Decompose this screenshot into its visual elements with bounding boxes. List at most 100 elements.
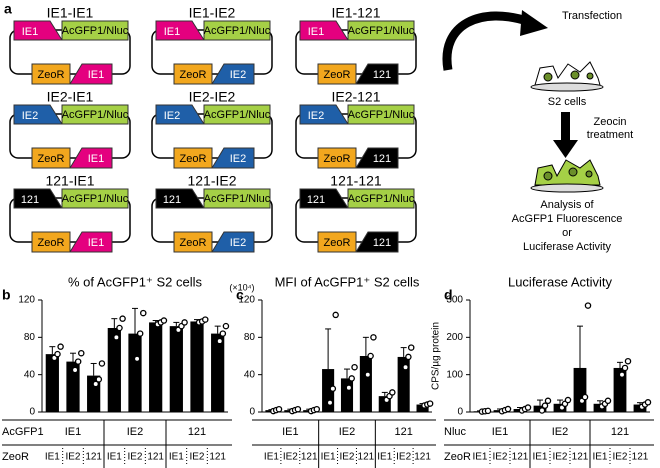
data-point [133, 355, 141, 363]
y-tick-label: 80 [244, 332, 256, 343]
data-point [98, 360, 106, 367]
y-tick-label: 0 [29, 407, 35, 418]
data-point [364, 371, 372, 378]
analysis-label: Analysis of [540, 199, 594, 211]
y-tick-label: 120 [238, 295, 255, 306]
x-sub-label: 121 [414, 452, 431, 463]
x-group-label: IE1 [282, 426, 299, 438]
marker [173, 231, 213, 253]
reporter [61, 188, 129, 209]
bar [107, 328, 121, 412]
data-point [644, 399, 652, 406]
workflow-step: Zeocin [593, 116, 626, 128]
marker [317, 231, 357, 253]
reporter [347, 104, 415, 125]
data-point [405, 353, 412, 361]
data-point [484, 407, 492, 415]
reporter [203, 188, 271, 209]
x-sub-label: 121 [147, 452, 164, 463]
reporter [347, 20, 415, 41]
data-point [541, 402, 549, 409]
x-sub-label: IE2 [339, 452, 354, 463]
data-point [202, 316, 209, 323]
chart-title: % of AcGFP1⁺ S2 cells [68, 274, 203, 289]
data-point [351, 363, 358, 371]
x-sub-label: IE1 [169, 452, 184, 463]
marker-label: ZeoR [38, 237, 65, 249]
curved-arrow [442, 11, 532, 71]
bar [416, 404, 429, 412]
y-tick-label: 300 [446, 295, 463, 306]
panel-label: a [4, 1, 12, 17]
analysis-label: or [562, 227, 572, 239]
data-point [275, 405, 283, 413]
marker [31, 147, 71, 169]
promoter [69, 231, 113, 253]
x-sub-label: IE2 [65, 452, 80, 463]
bar [573, 367, 587, 412]
x-group-label: IE2 [552, 426, 569, 438]
x-sub-label: IE1 [532, 452, 547, 463]
promoter-label: 121 [373, 69, 391, 81]
data-point [54, 350, 61, 358]
x-sub-label: IE1 [472, 452, 487, 463]
data-point [116, 324, 123, 332]
promoter-label: IE2 [22, 110, 39, 122]
x-group-label: IE2 [339, 426, 356, 438]
promoter-label: IE1 [88, 69, 105, 81]
arrowhead [553, 140, 578, 158]
construct-title: 121-121 [330, 173, 382, 189]
construct-title: IE2-IE1 [47, 89, 94, 105]
x-sub-label: 121 [572, 452, 589, 463]
data-point [402, 363, 409, 371]
x-sub-label: IE2 [189, 452, 204, 463]
data-point [370, 334, 377, 341]
reporter-label: AcGFP1/Nluc [204, 25, 271, 37]
reporter-label: AcGFP1/Nluc [62, 109, 129, 121]
reporter [347, 188, 415, 209]
promoter-label: IE1 [164, 26, 181, 38]
marker-label: ZeoR [180, 153, 207, 165]
promoter-label: IE2 [308, 110, 325, 122]
x-sub-label: IE1 [107, 452, 122, 463]
marker [31, 231, 71, 253]
data-point [621, 364, 629, 372]
data-point [92, 380, 99, 388]
panel-label: d [444, 287, 453, 303]
y-tick-label: 80 [24, 332, 36, 343]
cells-label: S2 cells [548, 96, 587, 108]
promoter [69, 63, 113, 85]
data-point [181, 319, 188, 326]
marker [317, 63, 357, 85]
data-point [538, 407, 546, 414]
x-sub-label: IE2 [283, 452, 298, 463]
row-label: Nluc [444, 426, 467, 438]
x-group-label: 121 [188, 426, 206, 438]
marker [173, 63, 213, 85]
x-sub-label: 121 [301, 452, 318, 463]
reporter [61, 20, 129, 41]
row-label: AcGFP1 [2, 426, 44, 438]
bar [169, 326, 183, 412]
construct-title: IE1-121 [331, 5, 380, 21]
data-point [222, 322, 230, 330]
x-group-label: 121 [611, 426, 629, 438]
promoter [211, 147, 255, 169]
cells-icon [530, 61, 604, 92]
x-sub-label: 121 [85, 452, 102, 463]
data-point [329, 385, 337, 392]
x-sub-label: 121 [512, 452, 529, 463]
data-point [345, 384, 353, 391]
data-point [74, 358, 82, 365]
promoter [211, 231, 255, 253]
bar [190, 321, 204, 412]
x-group-label: IE2 [127, 426, 144, 438]
bar [211, 333, 225, 412]
data-point [504, 405, 512, 413]
y-tick-label: 100 [446, 369, 463, 380]
marker-label: ZeoR [324, 69, 351, 81]
marker-label: ZeoR [38, 69, 65, 81]
y-tick-label: 0 [249, 407, 255, 418]
construct-title: 121-IE1 [45, 173, 94, 189]
